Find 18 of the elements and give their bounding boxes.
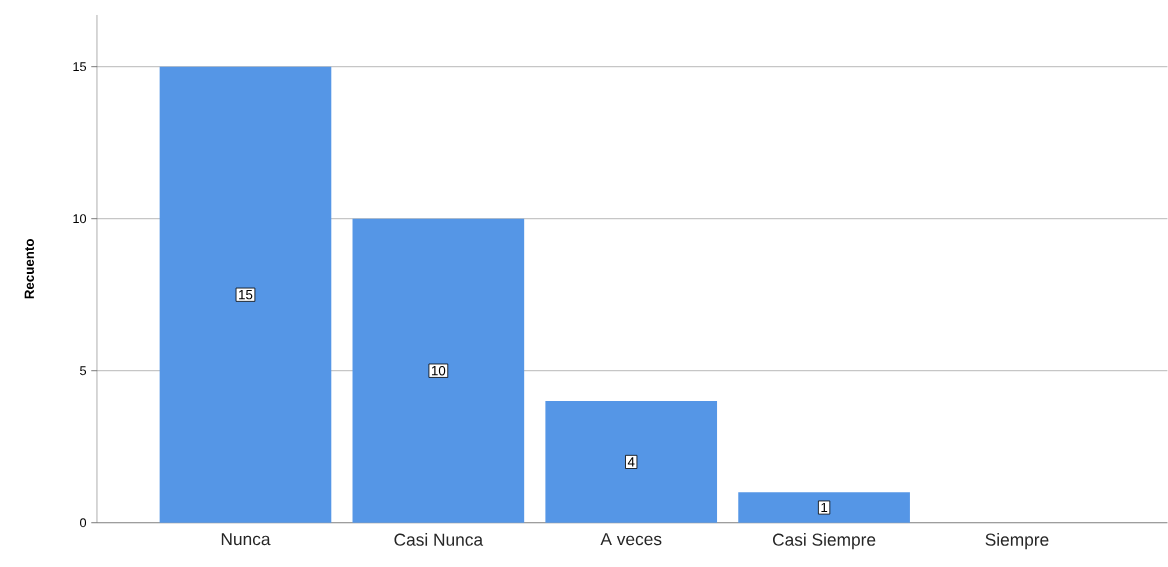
x-tick-label: Casi Siempre [772, 533, 876, 550]
data-label: 1 [821, 503, 828, 513]
y-tick-label: 0 [80, 518, 87, 528]
bar [545, 401, 718, 523]
x-tick-label: A veces [600, 533, 662, 546]
y-tick-label: 10 [73, 214, 87, 224]
bar [159, 66, 332, 523]
x-tick-label: Nunca [221, 533, 271, 546]
data-label: 10 [431, 366, 446, 376]
bar [738, 492, 910, 523]
data-label: 4 [627, 457, 635, 467]
y-tick-label: 5 [80, 366, 87, 376]
bar [352, 218, 525, 523]
y-tick-label: 15 [73, 62, 87, 72]
y-axis-title: Recuento [24, 239, 35, 299]
data-label: 15 [239, 290, 253, 300]
x-tick-label: Siempre [985, 533, 1049, 550]
x-tick-label: Casi Nunca [394, 533, 484, 546]
